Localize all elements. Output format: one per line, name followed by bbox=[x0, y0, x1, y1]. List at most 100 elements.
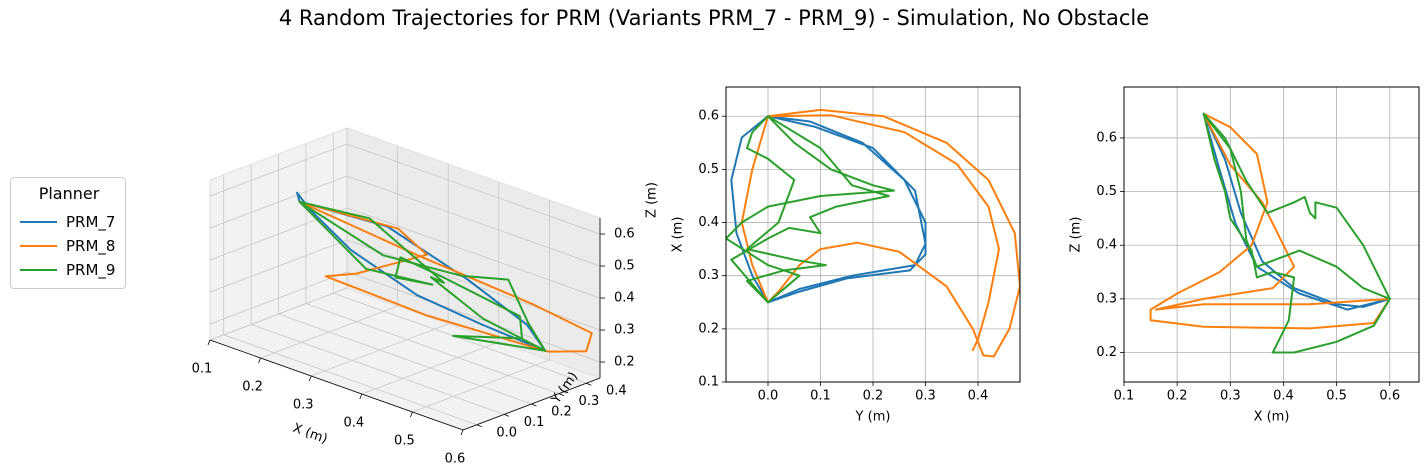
grid-line-x bbox=[412, 200, 550, 413]
x-tick bbox=[460, 429, 464, 436]
x-axis-label: X (m) bbox=[1254, 410, 1290, 425]
legend-label: PRM_9 bbox=[66, 261, 116, 279]
x-tick-label: 0.6 bbox=[1379, 389, 1400, 404]
y-tick-label: 0.6 bbox=[698, 109, 719, 124]
y-tick bbox=[503, 414, 510, 417]
y-tick-label: 0.5 bbox=[1096, 184, 1117, 199]
series-line-prm8 bbox=[298, 200, 547, 352]
y-tick bbox=[558, 393, 565, 396]
x-tick bbox=[359, 393, 363, 400]
series-line-prm9 bbox=[730, 115, 890, 304]
x-tick-label: 0.6 bbox=[445, 452, 466, 467]
series-line-prm7 bbox=[767, 115, 927, 304]
x-tick bbox=[258, 357, 261, 364]
series-line-prm9 bbox=[1202, 112, 1391, 300]
x-tick-label: 0.3 bbox=[293, 398, 314, 413]
grid-line-x bbox=[361, 182, 500, 395]
series-line-prm8 bbox=[298, 200, 593, 353]
plot-3d: 0.1 0.2 0.3 0.4 0.5 0.6 0.0 0.1 0.2 0.3 0.4 0.2 0.3 0… bbox=[192, 127, 660, 467]
y-tick bbox=[531, 403, 537, 407]
series-line-prm9 bbox=[298, 200, 547, 352]
grid-line-z bbox=[209, 175, 601, 267]
x-tick-label: 0.4 bbox=[968, 389, 989, 404]
x-tick-label: 0.1 bbox=[1114, 389, 1135, 404]
x-tick-label: 0.3 bbox=[1220, 389, 1241, 404]
y-tick-label: 0.6 bbox=[1096, 130, 1117, 145]
y-tick-label: 0.2 bbox=[1096, 345, 1117, 360]
grid-line-y bbox=[278, 154, 532, 405]
y-tick bbox=[586, 382, 592, 386]
plot-x-vs-z: 0.1 0.2 0.3 0.4 0.5 0.6 0.2 0.3 0.4 0.5 0.6 X (m) Z … bbox=[1069, 86, 1420, 425]
y-tick-label: 0.5 bbox=[698, 162, 719, 177]
legend-title: Planner bbox=[38, 184, 100, 203]
plot-data-group bbox=[726, 108, 1020, 358]
series-line-prm9 bbox=[746, 115, 827, 304]
series-line-prm9 bbox=[1202, 112, 1391, 354]
z-axis-label: Z (m) bbox=[645, 182, 660, 218]
y-tick-label: 0.1 bbox=[698, 375, 719, 390]
x-tick-label: 0.3 bbox=[915, 389, 936, 404]
plot-data-group bbox=[1149, 112, 1391, 354]
legend-swatch bbox=[20, 245, 57, 247]
y-tick-label: 0.4 bbox=[1096, 238, 1117, 253]
y-tick-label: 0.0 bbox=[496, 425, 517, 440]
x-tick bbox=[410, 411, 413, 418]
z-tick-label: 0.6 bbox=[614, 227, 635, 242]
x-tick-label: 0.4 bbox=[343, 416, 364, 431]
x-tick bbox=[207, 339, 211, 346]
legend-entry-prm7: PRM_7 bbox=[20, 211, 125, 233]
x-tick-label: 0.2 bbox=[863, 389, 884, 404]
legend-swatch bbox=[20, 221, 57, 223]
grid-line-x bbox=[260, 146, 399, 359]
series-line-prm9 bbox=[1202, 112, 1391, 300]
grid-line-x bbox=[311, 164, 449, 377]
grid-line-y bbox=[223, 174, 477, 426]
figure-title: 4 Random Trajectories for PRM (Variants … bbox=[278, 6, 1150, 30]
y-tick-label: 0.3 bbox=[698, 268, 719, 283]
x-axis-line bbox=[209, 339, 464, 431]
y-tick-label: 0.2 bbox=[551, 405, 572, 420]
x-tick bbox=[308, 375, 312, 382]
x-tick-label: 0.0 bbox=[758, 389, 779, 404]
series-line-prm7 bbox=[730, 115, 769, 304]
legend-entry-prm9: PRM_9 bbox=[20, 259, 125, 281]
legend-swatch bbox=[20, 269, 57, 271]
series-line-prm9 bbox=[726, 115, 895, 304]
grid-line-y bbox=[305, 143, 560, 394]
y-tick-label: 0.3 bbox=[1096, 291, 1117, 306]
x-tick-label: 0.1 bbox=[810, 389, 831, 404]
grid-line-z bbox=[209, 239, 601, 331]
plot-frame bbox=[725, 86, 1021, 383]
legend-label: PRM_7 bbox=[66, 213, 116, 231]
x-tick-label: 0.1 bbox=[192, 362, 213, 377]
grid-line-y bbox=[332, 133, 587, 384]
legend: Planner PRM_7 PRM_8 PRM_9 bbox=[10, 177, 126, 289]
legend-label: PRM_8 bbox=[66, 237, 116, 255]
grid-line-z bbox=[209, 271, 601, 363]
series-line-prm7 bbox=[767, 115, 927, 304]
grid-line-x bbox=[209, 128, 348, 341]
z-tick-label: 0.3 bbox=[614, 323, 635, 338]
y-axis-label: Z (m) bbox=[1069, 217, 1084, 253]
series-line-prm7 bbox=[1202, 112, 1391, 311]
y-axis-label: X (m) bbox=[671, 217, 686, 253]
x-tick-label: 0.2 bbox=[1167, 389, 1188, 404]
z-tick-label: 0.2 bbox=[614, 355, 635, 370]
grid-line-z bbox=[209, 207, 601, 299]
legend-entry-prm8: PRM_8 bbox=[20, 235, 125, 257]
y-tick bbox=[476, 424, 482, 428]
series-line-prm8 bbox=[767, 108, 1020, 358]
plot-y-vs-x: 0.0 0.1 0.2 0.3 0.4 0.1 0.2 0.3 0.4 0.5 0.6 Y (m) X … bbox=[671, 86, 1021, 425]
series-line-prm9 bbox=[298, 200, 547, 352]
y-tick-label: 0.4 bbox=[606, 384, 627, 399]
z-tick-label: 0.4 bbox=[614, 291, 635, 306]
x-axis-label: Y (m) bbox=[855, 410, 891, 425]
x-axis-label: X (m) bbox=[291, 421, 330, 447]
y-tick-label: 0.3 bbox=[579, 394, 600, 409]
z-tick-label: 0.5 bbox=[614, 259, 635, 274]
x-tick-label: 0.5 bbox=[1326, 389, 1347, 404]
plot-frame bbox=[1123, 86, 1420, 383]
y-tick-label: 0.2 bbox=[698, 321, 719, 336]
series-line-prm8 bbox=[767, 114, 1000, 352]
